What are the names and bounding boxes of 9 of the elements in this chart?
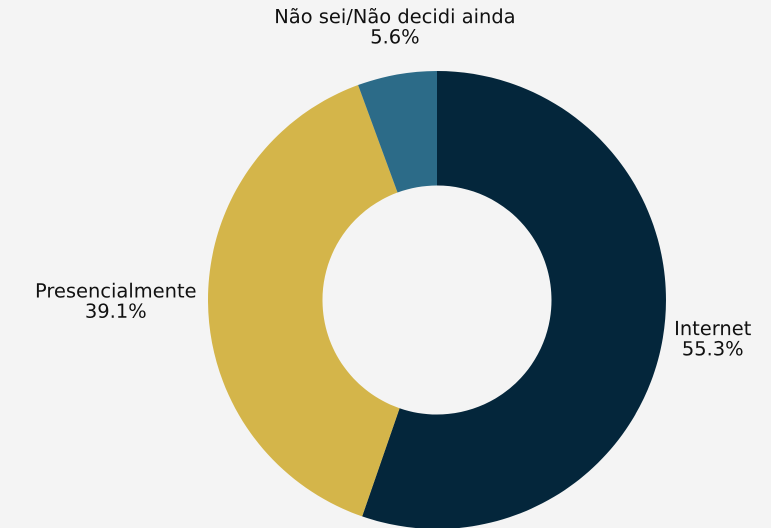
donut-slice xyxy=(208,85,400,516)
data-label: 5.6% xyxy=(372,29,419,44)
slice-label: Presencialmente xyxy=(36,282,196,298)
slice-label: Não sei/Não decidi ainda xyxy=(276,8,514,25)
data-label: 39.1% xyxy=(86,303,146,318)
donut-slice xyxy=(362,71,666,528)
donut-slice xyxy=(358,71,437,193)
slice-label: Internet xyxy=(676,320,751,336)
data-label: 55.3% xyxy=(683,340,743,356)
